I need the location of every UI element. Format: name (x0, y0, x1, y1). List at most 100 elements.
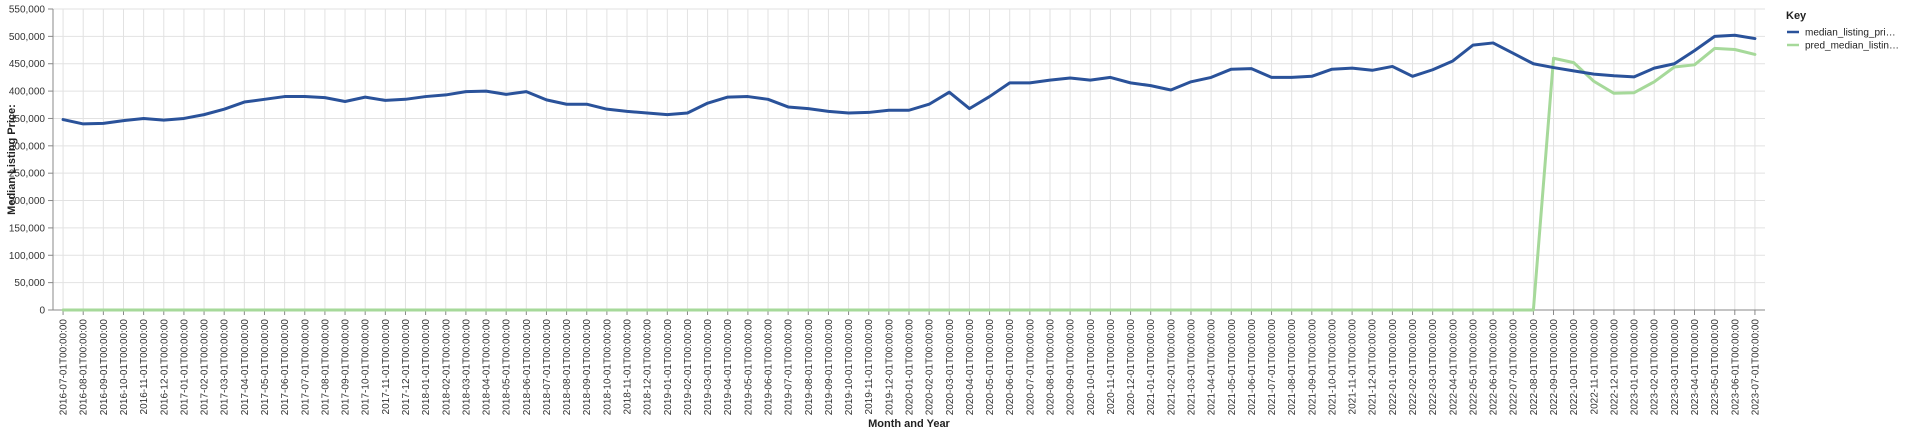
series-line-2 (61, 46, 1757, 312)
x-tick-label: 2017-06-01T00:00:00 (280, 319, 291, 416)
y-tick-label: 350,000 (9, 114, 46, 125)
x-tick-label: 2017-10-01T00:00:00 (361, 319, 372, 416)
x-tick-label: 2018-03-01T00:00:00 (461, 319, 472, 416)
x-tick-label: 2016-08-01T00:00:00 (79, 319, 90, 416)
y-tick-label: 100,000 (9, 251, 46, 262)
y-tick-label: 500,000 (9, 32, 46, 43)
x-tick-label: 2021-03-01T00:00:00 (1186, 319, 1197, 416)
x-tick-label: 2016-10-01T00:00:00 (119, 319, 130, 416)
legend-title: Key (1786, 10, 1807, 22)
x-tick-label: 2017-07-01T00:00:00 (300, 319, 311, 416)
y-tick-label: 550,000 (9, 5, 46, 16)
x-tick-label: 2019-09-01T00:00:00 (824, 319, 835, 416)
x-tick-label: 2019-01-01T00:00:00 (663, 319, 674, 416)
x-tick-label: 2018-04-01T00:00:00 (482, 319, 493, 416)
x-tick-label: 2017-12-01T00:00:00 (401, 319, 412, 416)
x-tick-label: 2023-02-01T00:00:00 (1650, 319, 1661, 416)
x-tick-label: 2021-12-01T00:00:00 (1368, 319, 1379, 416)
x-tick-label: 2018-02-01T00:00:00 (441, 319, 452, 416)
x-tick-label: 2018-07-01T00:00:00 (542, 319, 553, 416)
x-tick-label: 2019-06-01T00:00:00 (764, 319, 775, 416)
x-tick-label: 2021-10-01T00:00:00 (1327, 319, 1338, 416)
x-tick-label: 2021-01-01T00:00:00 (1146, 319, 1157, 416)
x-tick-label: 2021-04-01T00:00:00 (1207, 319, 1218, 416)
y-axis-ticks: 0 50,000 100,000 150,000 200,000 250,000 300,0… (9, 5, 53, 317)
y-axis-title: Median Listing Price: (6, 104, 18, 215)
x-tick-label: 2023-03-01T00:00:00 (1670, 319, 1681, 416)
x-tick-label: 2019-08-01T00:00:00 (804, 319, 815, 416)
x-tick-label: 2017-03-01T00:00:00 (220, 319, 231, 416)
x-tick-label: 2021-09-01T00:00:00 (1307, 319, 1318, 416)
x-tick-label: 2023-04-01T00:00:00 (1690, 319, 1701, 416)
x-tick-label: 2021-11-01T00:00:00 (1348, 319, 1359, 415)
x-tick-label: 2020-02-01T00:00:00 (925, 319, 936, 416)
x-tick-label: 2022-12-01T00:00:00 (1609, 319, 1620, 416)
x-tick-label: 2017-11-01T00:00:00 (381, 319, 392, 415)
x-tick-label: 2016-12-01T00:00:00 (159, 319, 170, 416)
x-tick-label: 2021-08-01T00:00:00 (1287, 319, 1298, 416)
y-tick-label: 0 (39, 306, 45, 317)
y-tick-label: 300,000 (9, 141, 46, 152)
x-tick-label: 2023-07-01T00:00:00 (1750, 319, 1761, 416)
series-lines (61, 33, 1757, 312)
x-axis-title: Month and Year (868, 418, 950, 430)
x-tick-label: 2018-12-01T00:00:00 (643, 319, 654, 416)
x-tick-label: 2022-02-01T00:00:00 (1408, 319, 1419, 416)
x-tick-label: 2018-09-01T00:00:00 (582, 319, 593, 416)
x-tick-label: 2020-10-01T00:00:00 (1086, 319, 1097, 416)
x-tick-label: 2018-08-01T00:00:00 (562, 319, 573, 416)
x-tick-label: 2020-08-01T00:00:00 (1045, 319, 1056, 416)
x-tick-label: 2022-05-01T00:00:00 (1468, 319, 1479, 416)
x-tick-label: 2018-11-01T00:00:00 (623, 319, 634, 415)
x-tick-label: 2017-04-01T00:00:00 (240, 319, 251, 416)
y-tick-label: 250,000 (9, 169, 46, 180)
x-tick-label: 2023-05-01T00:00:00 (1710, 319, 1721, 416)
y-tick-label: 150,000 (9, 223, 46, 234)
x-tick-label: 2018-01-01T00:00:00 (421, 319, 432, 416)
x-tick-label: 2016-07-01T00:00:00 (59, 319, 70, 416)
legend: Key median_listing_pri… pred_median_listi… (1786, 10, 1899, 52)
x-tick-label: 2021-06-01T00:00:00 (1247, 319, 1258, 416)
x-tick-label: 2022-10-01T00:00:00 (1569, 319, 1580, 416)
y-tick-label: 200,000 (9, 196, 46, 207)
x-tick-label: 2019-11-01T00:00:00 (864, 319, 875, 415)
legend-label: median_listing_pri… (1805, 28, 1896, 39)
x-tick-label: 2022-08-01T00:00:00 (1529, 319, 1540, 416)
x-tick-label: 2022-04-01T00:00:00 (1448, 319, 1459, 416)
x-tick-label: 2021-02-01T00:00:00 (1166, 319, 1177, 416)
x-tick-label: 2022-06-01T00:00:00 (1489, 319, 1500, 416)
x-tick-label: 2023-01-01T00:00:00 (1630, 319, 1641, 416)
x-tick-label: 2019-05-01T00:00:00 (743, 319, 754, 416)
x-tick-label: 2022-01-01T00:00:00 (1388, 319, 1399, 416)
x-tick-label: 2020-11-01T00:00:00 (1106, 319, 1117, 415)
x-tick-label: 2020-12-01T00:00:00 (1126, 319, 1137, 416)
x-tick-label: 2020-05-01T00:00:00 (985, 319, 996, 416)
x-tick-label: 2018-06-01T00:00:00 (522, 319, 533, 416)
x-tick-label: 2020-04-01T00:00:00 (965, 319, 976, 416)
y-tick-label: 450,000 (9, 59, 46, 70)
gridlines (53, 8, 1765, 311)
x-tick-label: 2019-02-01T00:00:00 (683, 319, 694, 416)
x-tick-label: 2016-09-01T00:00:00 (99, 319, 110, 416)
x-tick-label: 2017-01-01T00:00:00 (179, 319, 190, 416)
x-tick-label: 2017-02-01T00:00:00 (200, 319, 211, 416)
x-tick-label: 2021-07-01T00:00:00 (1267, 319, 1278, 416)
x-tick-label: 2019-12-01T00:00:00 (884, 319, 895, 416)
y-tick-label: 50,000 (14, 278, 45, 289)
x-tick-label: 2020-06-01T00:00:00 (1005, 319, 1016, 416)
x-tick-label: 2022-09-01T00:00:00 (1549, 319, 1560, 416)
x-tick-label: 2018-10-01T00:00:00 (602, 319, 613, 416)
x-tick-label: 2020-09-01T00:00:00 (1066, 319, 1077, 416)
x-tick-label: 2019-10-01T00:00:00 (844, 319, 855, 416)
x-tick-label: 2021-05-01T00:00:00 (1227, 319, 1238, 416)
x-tick-label: 2016-11-01T00:00:00 (139, 319, 150, 415)
x-tick-label: 2019-07-01T00:00:00 (784, 319, 795, 416)
series-line-1 (61, 33, 1757, 126)
x-tick-label: 2017-09-01T00:00:00 (341, 319, 352, 416)
x-tick-label: 2020-03-01T00:00:00 (945, 319, 956, 416)
x-tick-label: 2022-11-01T00:00:00 (1589, 319, 1600, 415)
x-tick-label: 2017-05-01T00:00:00 (260, 319, 271, 416)
x-tick-label: 2022-03-01T00:00:00 (1428, 319, 1439, 416)
y-tick-label: 400,000 (9, 87, 46, 98)
